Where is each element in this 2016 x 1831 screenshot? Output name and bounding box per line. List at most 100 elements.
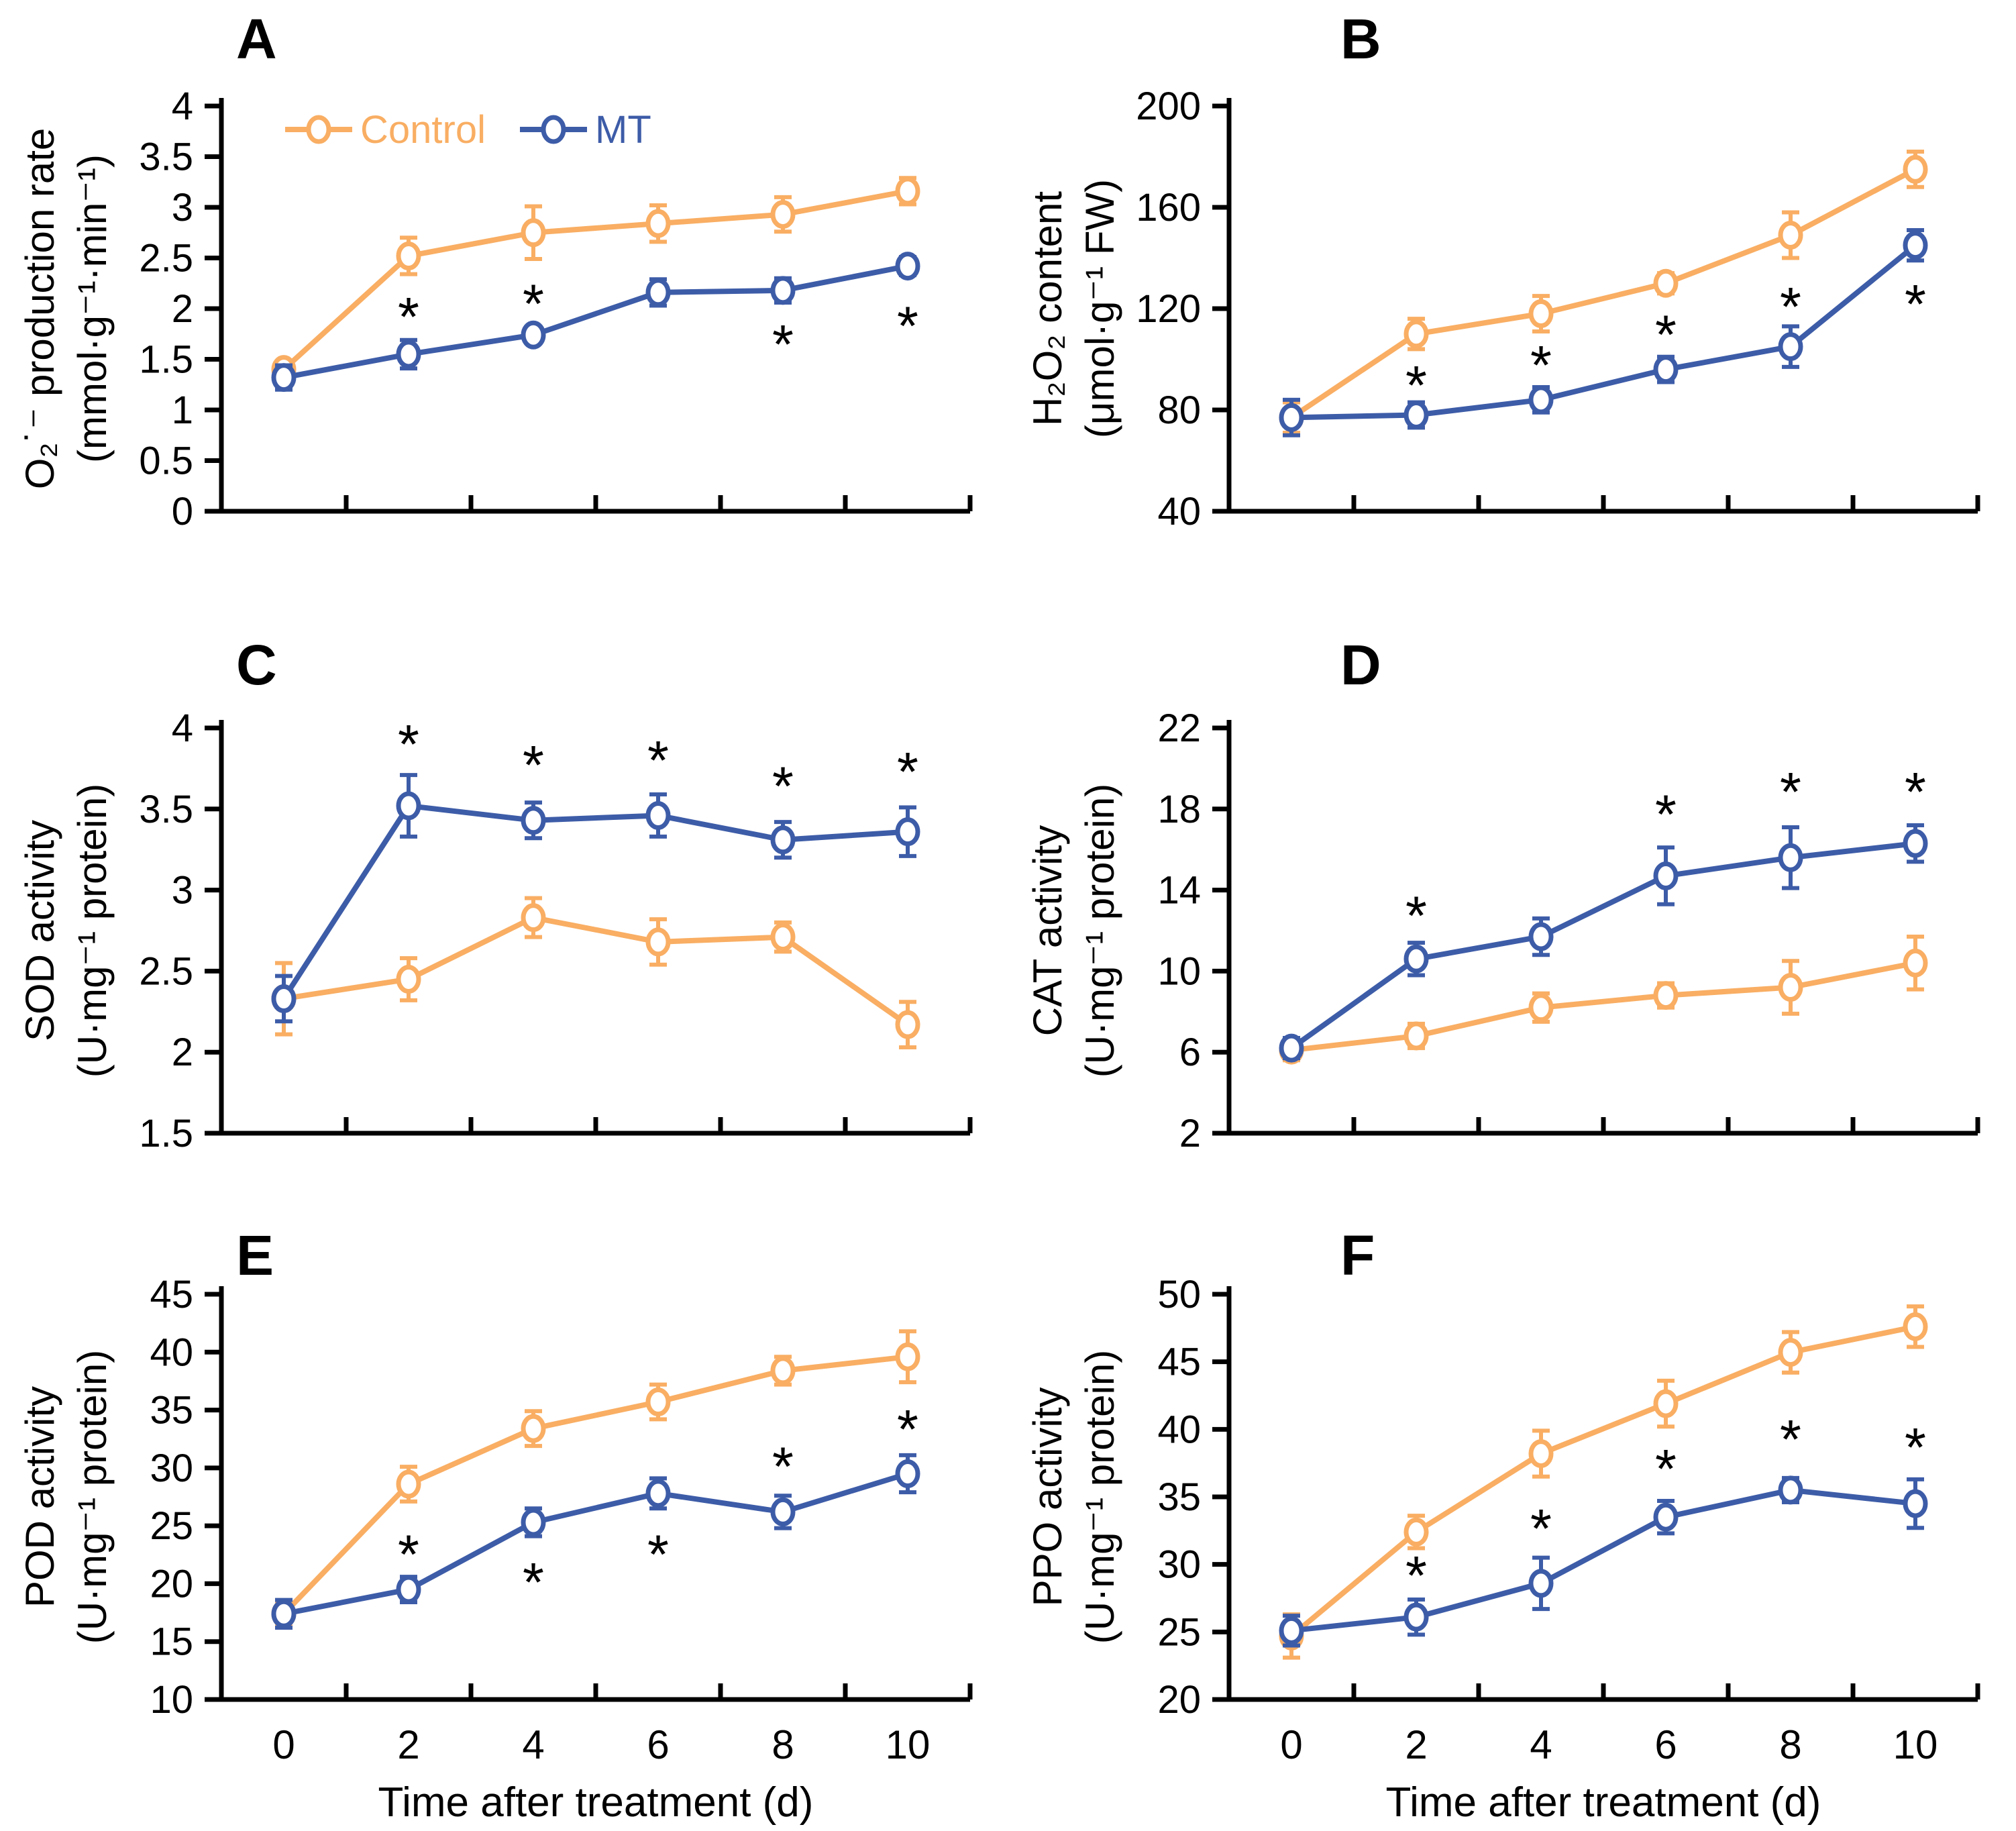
significance-asterisk: *	[1780, 1409, 1801, 1470]
data-marker	[645, 1479, 671, 1508]
data-marker	[770, 1497, 796, 1526]
significance-asterisk: *	[398, 714, 419, 775]
data-marker	[895, 252, 920, 281]
significance-asterisk: *	[523, 1553, 544, 1614]
series-control	[1279, 1304, 1928, 1660]
x-tick-label: 2	[397, 1722, 419, 1767]
data-marker	[1528, 922, 1554, 951]
significance-asterisk: *	[772, 314, 794, 375]
panel-F: 20 25 30 35 40 45 50 PPO activity (U·mg⁻¹ protei…	[1008, 1218, 2016, 1831]
y-tick-label: 50	[1157, 1273, 1201, 1316]
panel-letter-A: A	[236, 7, 277, 70]
series-line	[1289, 166, 1917, 420]
y-axis-label-line1: SOD activity	[17, 820, 62, 1041]
data-marker	[1903, 1489, 1928, 1518]
y-tick-label: 160	[1136, 186, 1201, 229]
y-tick-label: 30	[150, 1447, 193, 1490]
data-marker	[1903, 231, 1928, 260]
series-line	[1289, 1324, 1916, 1638]
data-marker	[645, 278, 671, 307]
series-line	[1291, 960, 1916, 1053]
data-marker	[1903, 1312, 1928, 1341]
significance-asterisk: *	[897, 296, 918, 357]
y-tick-label: 1.5	[139, 1112, 193, 1155]
data-marker	[895, 176, 920, 206]
y-tick-label: 1.5	[139, 338, 193, 382]
significance-asterisk: *	[1655, 784, 1677, 845]
significance-asterisk: *	[1655, 1439, 1677, 1500]
x-tick-label: 0	[272, 1722, 295, 1767]
y-axis-label-line2: (U·mg⁻¹ protein)	[70, 784, 115, 1078]
data-marker	[770, 825, 796, 855]
y-tick-label: 40	[150, 1330, 193, 1374]
axes	[205, 1286, 973, 1702]
y-axis-label-line1: PPO activity	[1025, 1388, 1070, 1607]
data-marker	[1653, 1389, 1679, 1418]
y-axis-label-line1: H₂O₂ content	[1025, 191, 1070, 426]
significance-asterisk: *	[1655, 305, 1677, 366]
data-marker	[1403, 1021, 1429, 1051]
legend-item-mt: MT	[520, 108, 651, 152]
x-tick-label: 0	[1280, 1722, 1302, 1767]
significance-asterisk: *	[1405, 886, 1427, 947]
series-control	[271, 896, 920, 1049]
significance-asterisk: *	[1530, 1498, 1552, 1559]
x-axis-title: Time after treatment (d)	[378, 1779, 814, 1826]
y-tick-label: 0.5	[139, 439, 193, 483]
panel-letter-F: F	[1340, 1224, 1375, 1287]
x-axis-title: Time after treatment (d)	[1386, 1779, 1821, 1826]
y-tick-label: 30	[1157, 1543, 1201, 1587]
series-control	[271, 176, 920, 384]
data-marker	[645, 209, 671, 238]
data-marker	[1778, 1475, 1803, 1505]
data-marker	[1653, 981, 1679, 1010]
y-tick-label: 14	[1157, 869, 1201, 912]
legend-marker	[306, 115, 331, 144]
y-tick-label: 3.5	[139, 788, 193, 831]
series-line	[283, 1471, 909, 1617]
y-tick-label: 35	[1157, 1475, 1201, 1519]
y-tick-label: 18	[1157, 788, 1201, 831]
axes	[1212, 1286, 1980, 1702]
data-marker	[396, 241, 421, 270]
legend-label: Control	[360, 108, 486, 152]
axis-lines	[1226, 1286, 1978, 1702]
panel-D: 2 6 10 14 18 22 CAT activity (U·mg⁻¹ protein) * *…	[1008, 607, 2016, 1218]
data-marker	[396, 1469, 421, 1499]
significance-asterisk: *	[1905, 1417, 1926, 1478]
data-marker	[1653, 268, 1679, 298]
y-tick-label: 40	[1157, 1408, 1201, 1451]
significance-asterisk: *	[772, 756, 794, 817]
panel-letter-E: E	[236, 1224, 274, 1287]
data-marker	[1653, 355, 1679, 384]
y-tick-label: 1	[172, 388, 193, 432]
x-tick-label: 4	[1530, 1722, 1552, 1767]
y-axis-label-line2: (mmol·g⁻¹·min⁻¹)	[70, 154, 115, 463]
panel-E: 10 15 20 25 30 35 40 45 POD activity (U·mg⁻¹ prot…	[0, 1218, 1008, 1831]
y-tick-label: 2.5	[139, 237, 193, 280]
y-axis-label-line1: O₂˙⁻ production rate	[17, 128, 62, 490]
series-line	[1291, 243, 1917, 421]
axis-lines	[219, 98, 970, 514]
data-marker	[396, 791, 421, 821]
x-tick-label: 8	[1779, 1722, 1801, 1767]
legend-marker	[541, 115, 566, 144]
series-line	[1289, 841, 1916, 1051]
data-marker	[895, 1459, 920, 1488]
data-marker	[770, 923, 796, 952]
x-tick-label: 8	[772, 1722, 794, 1767]
data-marker	[521, 903, 546, 933]
data-marker	[1403, 401, 1429, 430]
data-marker	[1403, 1602, 1429, 1632]
significance-asterisk: *	[1405, 355, 1427, 416]
data-marker	[396, 339, 421, 369]
significance-asterisk: *	[1905, 274, 1926, 335]
y-tick-label: 45	[150, 1273, 193, 1316]
data-marker	[1903, 829, 1928, 858]
y-tick-label: 4	[172, 707, 193, 750]
panel-C: 1.5 2 2.5 3 3.5 4 SOD activity (U·mg⁻¹ protein)…	[0, 607, 1008, 1218]
y-tick-label: 10	[150, 1678, 193, 1722]
y-tick-label: 2	[172, 287, 193, 331]
